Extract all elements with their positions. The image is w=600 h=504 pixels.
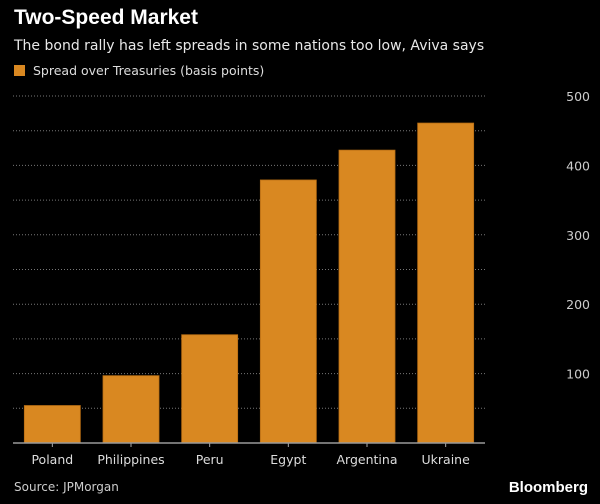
bar-peru: [181, 334, 239, 444]
y-tick-label: 100: [566, 367, 590, 382]
bar-ukraine: [417, 122, 475, 444]
x-tick-label: Egypt: [270, 452, 306, 467]
y-tick-label: 500: [566, 89, 590, 104]
bar-egypt: [259, 179, 317, 444]
y-tick-label: 400: [566, 158, 590, 173]
bar-philippines: [102, 375, 160, 444]
bloomberg-logo: Bloomberg: [508, 479, 588, 496]
x-tick-label: Philippines: [97, 452, 164, 467]
y-tick-label: 200: [566, 297, 590, 312]
legend-swatch: [14, 65, 25, 76]
source-note: Source: JPMorgan: [14, 480, 119, 494]
bar-argentina: [338, 149, 396, 444]
x-tick-label: Argentina: [337, 452, 398, 467]
x-tick-label: Peru: [196, 452, 224, 467]
legend-label: Spread over Treasuries (basis points): [33, 63, 265, 78]
chart-title: Two-Speed Market: [14, 6, 198, 29]
bar-poland: [23, 405, 81, 444]
x-tick-label: Ukraine: [422, 452, 471, 467]
chart-subtitle: The bond rally has left spreads in some …: [14, 38, 485, 54]
x-tick-label: Poland: [31, 452, 73, 467]
y-tick-label: 300: [566, 228, 590, 243]
legend: Spread over Treasuries (basis points): [14, 63, 264, 78]
